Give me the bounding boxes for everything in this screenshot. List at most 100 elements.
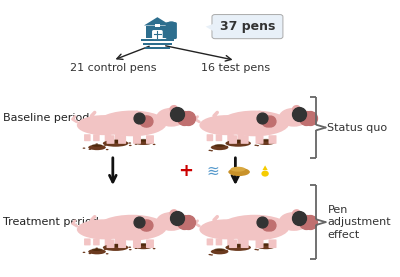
FancyBboxPatch shape bbox=[268, 239, 276, 248]
Ellipse shape bbox=[210, 254, 213, 256]
Ellipse shape bbox=[302, 115, 315, 122]
Ellipse shape bbox=[134, 143, 137, 145]
FancyBboxPatch shape bbox=[145, 47, 170, 49]
Ellipse shape bbox=[260, 139, 272, 142]
Ellipse shape bbox=[129, 145, 132, 146]
FancyBboxPatch shape bbox=[256, 239, 264, 248]
Ellipse shape bbox=[156, 212, 186, 231]
Text: Treatment period: Treatment period bbox=[3, 217, 99, 227]
Ellipse shape bbox=[141, 119, 152, 124]
Text: Pen
adjustment
effect: Pen adjustment effect bbox=[328, 205, 391, 240]
FancyBboxPatch shape bbox=[118, 135, 126, 144]
Ellipse shape bbox=[134, 248, 137, 249]
FancyBboxPatch shape bbox=[146, 135, 154, 144]
Ellipse shape bbox=[223, 250, 226, 251]
Ellipse shape bbox=[169, 209, 178, 217]
Ellipse shape bbox=[200, 219, 254, 239]
FancyBboxPatch shape bbox=[115, 134, 121, 141]
FancyBboxPatch shape bbox=[93, 238, 100, 245]
Ellipse shape bbox=[123, 217, 146, 232]
FancyBboxPatch shape bbox=[229, 135, 237, 144]
FancyBboxPatch shape bbox=[106, 135, 114, 144]
Ellipse shape bbox=[228, 168, 250, 176]
Ellipse shape bbox=[254, 145, 257, 146]
Ellipse shape bbox=[302, 219, 315, 227]
Ellipse shape bbox=[256, 249, 259, 250]
Ellipse shape bbox=[97, 111, 167, 136]
Ellipse shape bbox=[211, 249, 228, 254]
Ellipse shape bbox=[225, 146, 228, 147]
Polygon shape bbox=[144, 17, 171, 25]
Polygon shape bbox=[206, 23, 215, 32]
Ellipse shape bbox=[95, 143, 98, 145]
Ellipse shape bbox=[225, 250, 228, 252]
Ellipse shape bbox=[292, 209, 300, 217]
FancyBboxPatch shape bbox=[207, 238, 213, 245]
Polygon shape bbox=[262, 165, 268, 170]
Ellipse shape bbox=[133, 215, 140, 221]
Ellipse shape bbox=[239, 247, 242, 249]
Ellipse shape bbox=[239, 143, 242, 145]
FancyBboxPatch shape bbox=[146, 26, 169, 38]
Ellipse shape bbox=[230, 244, 246, 247]
Ellipse shape bbox=[279, 108, 309, 127]
Ellipse shape bbox=[264, 119, 274, 124]
FancyBboxPatch shape bbox=[146, 239, 154, 248]
Ellipse shape bbox=[168, 21, 175, 25]
FancyBboxPatch shape bbox=[118, 239, 126, 248]
Ellipse shape bbox=[88, 249, 106, 254]
Ellipse shape bbox=[266, 246, 269, 248]
Ellipse shape bbox=[257, 244, 275, 249]
Ellipse shape bbox=[208, 150, 211, 151]
Ellipse shape bbox=[88, 145, 106, 150]
Ellipse shape bbox=[230, 167, 246, 172]
FancyBboxPatch shape bbox=[155, 24, 160, 27]
FancyBboxPatch shape bbox=[133, 239, 141, 248]
Ellipse shape bbox=[104, 145, 107, 146]
Ellipse shape bbox=[230, 140, 246, 143]
Ellipse shape bbox=[223, 146, 226, 147]
FancyBboxPatch shape bbox=[241, 135, 249, 144]
FancyBboxPatch shape bbox=[238, 134, 244, 141]
Ellipse shape bbox=[279, 212, 309, 231]
FancyBboxPatch shape bbox=[141, 39, 174, 41]
Ellipse shape bbox=[180, 219, 193, 227]
Text: 21 control pens: 21 control pens bbox=[70, 63, 156, 73]
Ellipse shape bbox=[77, 115, 131, 135]
FancyBboxPatch shape bbox=[212, 15, 283, 39]
Ellipse shape bbox=[214, 144, 225, 147]
Ellipse shape bbox=[211, 145, 228, 150]
Ellipse shape bbox=[266, 142, 269, 143]
Ellipse shape bbox=[246, 113, 269, 128]
FancyBboxPatch shape bbox=[93, 134, 100, 141]
Ellipse shape bbox=[292, 105, 300, 112]
FancyBboxPatch shape bbox=[105, 238, 111, 245]
Ellipse shape bbox=[261, 171, 269, 177]
FancyBboxPatch shape bbox=[133, 135, 141, 144]
Ellipse shape bbox=[180, 115, 193, 122]
Ellipse shape bbox=[256, 111, 262, 117]
Ellipse shape bbox=[103, 140, 128, 147]
Ellipse shape bbox=[88, 253, 91, 254]
Ellipse shape bbox=[256, 215, 262, 221]
FancyBboxPatch shape bbox=[166, 22, 177, 39]
FancyBboxPatch shape bbox=[106, 239, 114, 248]
Ellipse shape bbox=[128, 247, 131, 248]
Ellipse shape bbox=[92, 248, 102, 251]
FancyBboxPatch shape bbox=[227, 238, 234, 245]
Ellipse shape bbox=[77, 219, 131, 239]
Ellipse shape bbox=[134, 244, 153, 249]
FancyBboxPatch shape bbox=[115, 238, 121, 245]
Ellipse shape bbox=[208, 254, 211, 255]
FancyBboxPatch shape bbox=[238, 238, 244, 245]
Ellipse shape bbox=[134, 140, 153, 145]
Text: 37 pens: 37 pens bbox=[220, 20, 275, 33]
Ellipse shape bbox=[138, 243, 149, 246]
Ellipse shape bbox=[128, 142, 131, 144]
Ellipse shape bbox=[220, 215, 289, 240]
Ellipse shape bbox=[104, 249, 107, 250]
FancyBboxPatch shape bbox=[216, 238, 222, 245]
Ellipse shape bbox=[129, 249, 132, 250]
Ellipse shape bbox=[95, 248, 98, 249]
Ellipse shape bbox=[256, 145, 259, 146]
